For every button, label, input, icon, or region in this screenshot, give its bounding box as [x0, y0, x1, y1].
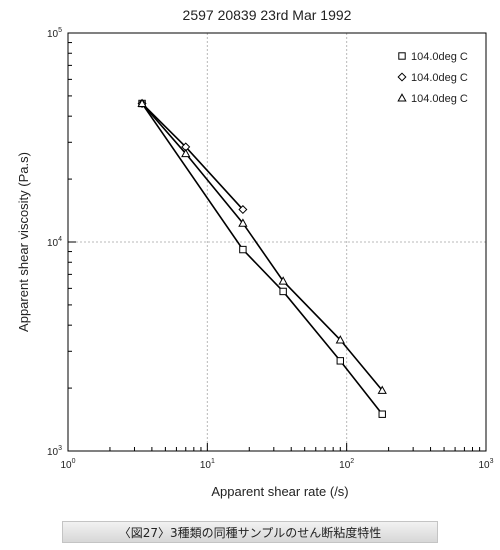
y-tick-label: 103 — [47, 445, 62, 458]
data-point-triangle — [238, 218, 248, 227]
data-point-triangle — [335, 335, 345, 344]
legend-marker-square — [398, 52, 406, 60]
data-point-triangle — [377, 385, 387, 394]
axis-ticks: 100 101 102 103 103 104 105 — [47, 27, 494, 471]
legend-marker-triangle — [397, 93, 407, 102]
legend-label-diamond: 104.0deg C — [411, 72, 468, 84]
data-point-square — [239, 245, 247, 254]
legend: 104.0deg C 104.0deg C 104.0deg C — [397, 51, 468, 105]
data-point-triangle — [278, 276, 288, 285]
data-point-square — [378, 410, 386, 418]
data-point-triangle — [181, 148, 191, 158]
grid-lines — [68, 33, 486, 451]
series-line-triangle — [141, 102, 383, 391]
series-line-diamond — [141, 102, 244, 211]
x-tick-label: 102 — [339, 458, 354, 471]
x-tick-label: 100 — [60, 458, 75, 471]
y-axis-label: Apparent shear viscosity (Pa.s) — [16, 152, 31, 332]
legend-marker-diamond — [397, 72, 407, 82]
figure-caption: 〈図27〉3種類の同種サンプルのせん断粘度特性 — [62, 521, 438, 543]
x-axis-label: Apparent shear rate (/s) — [211, 484, 348, 499]
x-tick-label: 101 — [200, 458, 215, 471]
data-series — [137, 98, 387, 418]
y-tick-label: 104 — [47, 236, 62, 249]
y-tick-label: 105 — [47, 27, 62, 40]
data-point-square — [279, 287, 287, 296]
chart-title: 2597 20839 23rd Mar 1992 — [183, 7, 352, 23]
x-tick-label: 103 — [478, 458, 493, 471]
legend-label-square: 104.0deg C — [411, 51, 468, 63]
data-point-diamond — [238, 205, 248, 215]
legend-label-triangle: 104.0deg C — [411, 93, 468, 105]
data-point-square — [336, 357, 344, 365]
data-point-triangle — [137, 98, 147, 108]
